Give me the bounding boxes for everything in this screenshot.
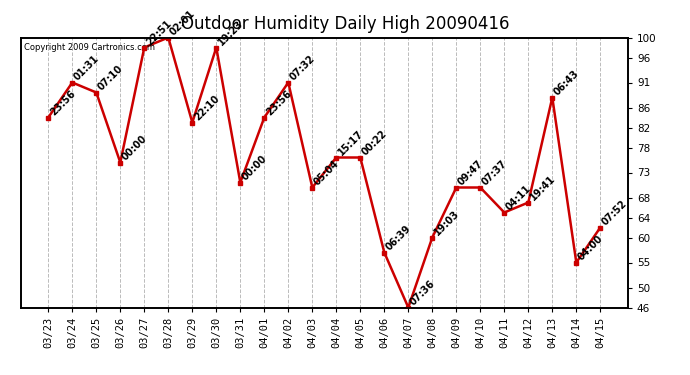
Text: 02:01: 02:01 [168, 9, 197, 38]
Text: 23:56: 23:56 [48, 88, 77, 117]
Text: 07:37: 07:37 [480, 159, 509, 188]
Text: 07:36: 07:36 [408, 279, 437, 308]
Text: 23:56: 23:56 [264, 88, 293, 117]
Text: 00:00: 00:00 [240, 153, 269, 183]
Text: Outdoor Humidity Daily High 20090416: Outdoor Humidity Daily High 20090416 [181, 15, 509, 33]
Text: 22:10: 22:10 [193, 93, 221, 123]
Text: 04:00: 04:00 [576, 234, 605, 262]
Text: Copyright 2009 Cartronics.com: Copyright 2009 Cartronics.com [23, 43, 155, 52]
Text: 05:04: 05:04 [313, 159, 342, 188]
Text: 07:10: 07:10 [97, 63, 126, 93]
Text: 19:23: 19:23 [216, 18, 245, 48]
Text: 06:43: 06:43 [552, 69, 581, 98]
Text: 00:22: 00:22 [360, 129, 389, 158]
Text: 01:31: 01:31 [72, 54, 101, 82]
Text: 00:00: 00:00 [120, 134, 149, 162]
Text: 07:32: 07:32 [288, 54, 317, 82]
Text: 04:11: 04:11 [504, 183, 533, 213]
Text: 15:17: 15:17 [336, 129, 365, 158]
Text: 19:03: 19:03 [433, 209, 462, 237]
Text: 19:41: 19:41 [529, 174, 558, 202]
Text: 06:39: 06:39 [384, 224, 413, 252]
Text: 22:51: 22:51 [144, 18, 173, 48]
Text: 09:47: 09:47 [456, 159, 485, 188]
Text: 07:52: 07:52 [600, 198, 629, 228]
